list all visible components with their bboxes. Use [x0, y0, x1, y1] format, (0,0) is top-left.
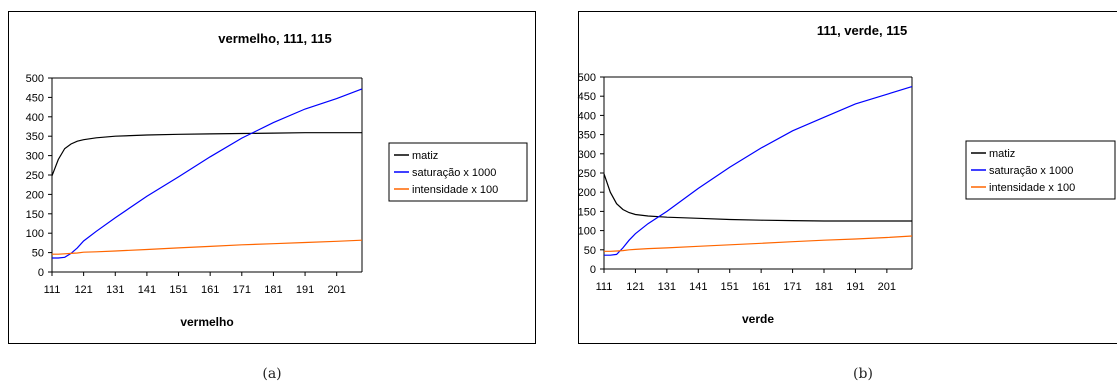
legend-label: intensidade x 100: [412, 184, 498, 196]
x-tick-label: 131: [658, 281, 676, 293]
chart-panel-b: 111, verde, 115 0 50 100 150 200 250 300 350 400 4…: [572, 0, 1117, 391]
caption-b: (b): [853, 366, 873, 382]
chart-title: vermelho, 111, 115: [218, 31, 331, 46]
x-tick-label: 161: [201, 284, 219, 296]
series-line-2: [604, 235, 913, 252]
legend-label: intensidade x 100: [989, 182, 1075, 194]
x-tick-label: 111: [44, 284, 61, 296]
x-axis-label: vermelho: [180, 315, 233, 329]
y-tick-label: 100: [578, 226, 596, 238]
y-tick-label: 0: [590, 264, 596, 276]
legend-label: saturação x 1000: [412, 167, 496, 179]
y-tick-label: 400: [578, 110, 596, 122]
x-tick-label: 121: [74, 284, 92, 296]
x-tick-label: 141: [689, 281, 707, 293]
y-tick-label: 250: [578, 168, 596, 180]
x-tick-label: 111: [596, 281, 613, 293]
chart-title: 111, verde, 115: [817, 23, 907, 38]
y-tick-label: 150: [578, 206, 596, 218]
y-tick-label: 50: [584, 245, 596, 257]
x-tick-label: 181: [815, 281, 833, 293]
series-line-0: [603, 173, 912, 222]
caption-a: (a): [262, 366, 282, 382]
x-tick-label: 191: [296, 284, 314, 296]
y-tick-label: 350: [26, 131, 44, 143]
y-tick-label: 100: [26, 228, 44, 240]
y-tick-label: 200: [578, 187, 596, 199]
y-tick-label: 200: [26, 189, 44, 201]
x-tick-label: 131: [106, 284, 124, 296]
y-tick-label: 150: [26, 209, 44, 221]
legend-label: saturação x 1000: [989, 165, 1073, 177]
series-line-2: [52, 239, 363, 255]
legend: matiz saturação x 1000 intensidade x 100: [388, 142, 528, 202]
y-tick-label: 450: [578, 91, 596, 103]
x-tick-label: 171: [783, 281, 801, 293]
y-tick-label: 50: [32, 248, 44, 260]
y-tick-label: 500: [26, 73, 44, 85]
x-tick-label: 151: [721, 281, 739, 293]
y-tick-label: 350: [578, 130, 596, 142]
legend-label: matiz: [412, 150, 438, 162]
x-axis-label: verde: [742, 312, 774, 326]
x-tick-label: 191: [846, 281, 864, 293]
y-tick-label: 500: [578, 72, 596, 84]
x-tick-label: 201: [878, 281, 896, 293]
y-tick-label: 250: [26, 170, 44, 182]
x-tick-label: 171: [233, 284, 251, 296]
series-line-0: [51, 132, 362, 177]
y-tick-label: 400: [26, 112, 44, 124]
x-tick-label: 121: [626, 281, 644, 293]
y-tick-label: 300: [578, 149, 596, 161]
y-tick-label: 450: [26, 92, 44, 104]
y-tick-label: 300: [26, 151, 44, 163]
line-chart-b: 111, verde, 115 0 50 100 150 200 250 300 350 400 4…: [578, 23, 1116, 326]
x-tick-label: 141: [138, 284, 156, 296]
legend-label: matiz: [989, 148, 1015, 160]
line-chart-a: vermelho, 111, 115 0 50 100 150 200 250 300 350 4…: [26, 31, 528, 329]
x-tick-label: 151: [169, 284, 187, 296]
legend-box: [388, 142, 528, 202]
x-tick-label: 161: [752, 281, 770, 293]
legend-box: [965, 140, 1116, 200]
legend: matiz saturação x 1000 intensidade x 100: [965, 140, 1116, 200]
x-tick-label: 181: [264, 284, 282, 296]
series-line-1: [604, 86, 913, 256]
chart-panel-a: vermelho, 111, 115 0 50 100 150 200 250 300 350 4…: [0, 0, 545, 391]
y-tick-label: 0: [38, 267, 44, 279]
series-line-1: [52, 88, 363, 259]
x-tick-label: 201: [328, 284, 346, 296]
